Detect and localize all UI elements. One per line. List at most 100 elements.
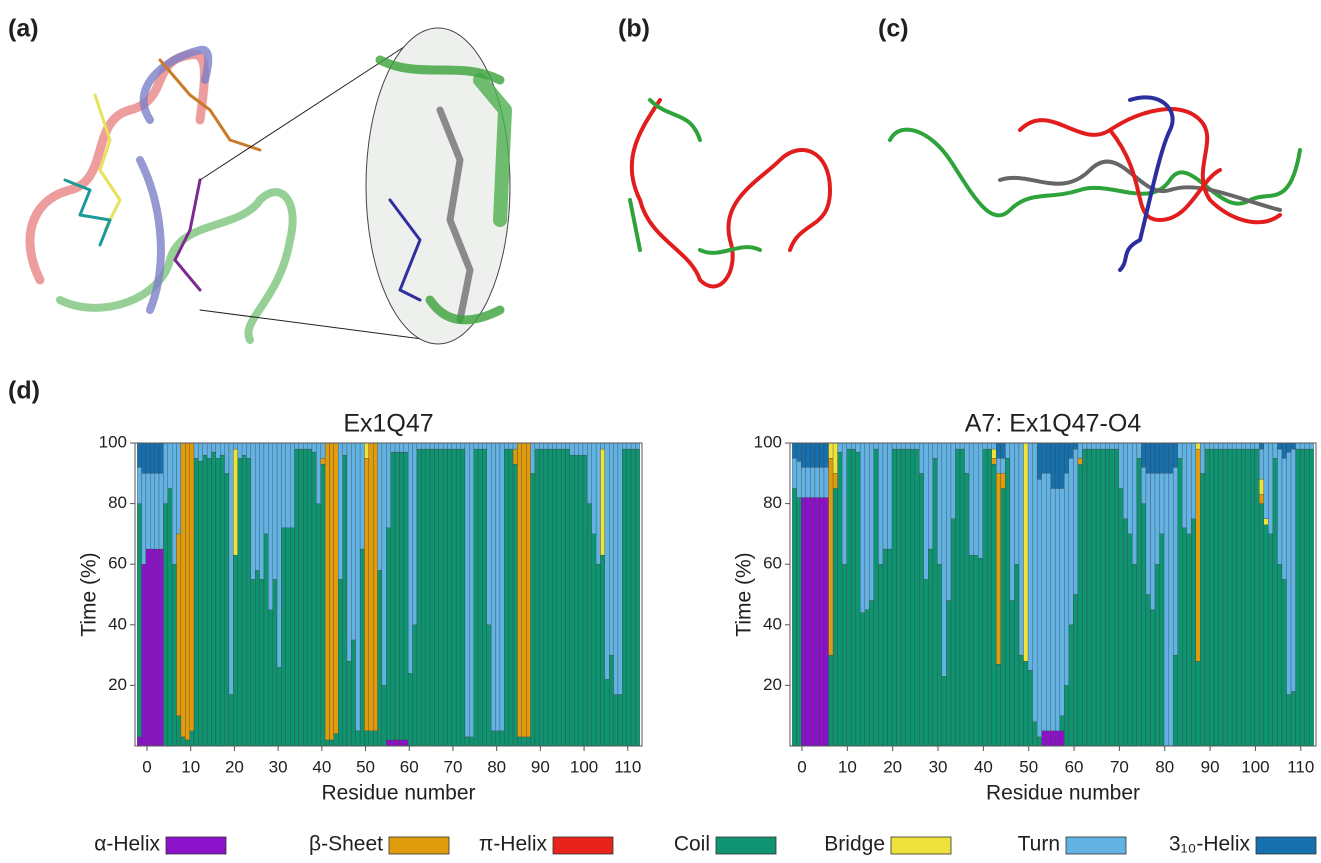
bar-segment — [272, 579, 278, 747]
bar-segment — [1277, 448, 1283, 565]
bar-segment — [896, 448, 902, 747]
bar-segment — [923, 442, 929, 580]
bar-segment — [211, 442, 217, 453]
bar-segment — [1136, 442, 1142, 459]
bar-segment — [1250, 442, 1255, 450]
bar-segment — [552, 448, 557, 747]
bar-segment — [403, 451, 409, 741]
bar-segment — [1231, 442, 1237, 450]
bar-segment — [324, 739, 330, 747]
bar-segment — [434, 448, 439, 747]
bar-segment — [1023, 442, 1029, 662]
bar-segment — [364, 457, 369, 732]
bar-segment — [259, 579, 265, 747]
bar-segment — [996, 442, 1002, 459]
bar-segment — [1141, 467, 1147, 504]
axis-frame — [134, 442, 643, 747]
bar-segment — [1050, 488, 1056, 732]
bar-segment — [442, 442, 448, 450]
bar-segment — [1086, 448, 1092, 747]
bar-segment — [394, 451, 400, 741]
bar-segment — [1041, 473, 1047, 731]
bar-segment — [224, 473, 230, 747]
bar-segment — [412, 624, 418, 747]
bar-segment — [1241, 448, 1246, 747]
bar-segment — [801, 497, 807, 747]
x-axis-label: Residue number — [986, 782, 1140, 805]
bar-segment — [1150, 609, 1156, 747]
bar-segment — [530, 473, 536, 747]
bar-segment — [189, 730, 195, 747]
bar-segment — [792, 457, 797, 489]
bar-segment — [1077, 464, 1083, 747]
bar-segment — [233, 554, 238, 747]
bar-segment — [887, 442, 893, 550]
bar-segment — [928, 548, 933, 747]
bar-segment — [851, 442, 856, 450]
bar-segment — [368, 442, 374, 732]
bar-segment — [1204, 448, 1210, 747]
legend-label: Bridge — [824, 833, 885, 856]
bar-segment — [1109, 448, 1115, 747]
x-tick-label: 110 — [614, 757, 641, 776]
bar-segment — [1068, 457, 1074, 625]
bar-segment — [1286, 451, 1292, 695]
bar-segment — [560, 448, 566, 747]
bar-segment — [805, 467, 811, 498]
bar-segment — [237, 442, 243, 459]
x-tick-label: 30 — [929, 757, 948, 776]
bar-segment — [193, 457, 199, 747]
legend-label: Coil — [674, 833, 710, 856]
chart-title: A7: Ex1Q47-O4 — [965, 410, 1142, 438]
bar-segment — [1182, 442, 1187, 528]
bar-segment — [814, 442, 820, 468]
bar-segment — [1222, 442, 1228, 450]
bar-segment — [1009, 442, 1015, 601]
bar-segment — [1173, 442, 1178, 468]
legend-swatch — [388, 836, 450, 855]
bar-segment — [1218, 448, 1224, 747]
bar-segment — [316, 503, 321, 747]
x-tick-label: 60 — [400, 757, 419, 776]
bar-segment — [163, 442, 168, 504]
bar-segment — [855, 451, 861, 747]
x-tick-label: 30 — [269, 757, 288, 776]
bar-segment — [1091, 448, 1097, 747]
bar-segment — [900, 448, 906, 747]
bar-segment — [805, 442, 811, 468]
bar-segment — [905, 448, 911, 747]
bar-segment — [1236, 442, 1242, 450]
bar-segment — [460, 442, 466, 450]
x-tick-label: 100 — [1241, 757, 1269, 776]
bar-segment — [1118, 442, 1124, 489]
bar-segment — [1095, 442, 1101, 450]
bar-segment — [534, 442, 540, 450]
bar-segment — [1182, 527, 1187, 747]
bar-segment — [1132, 442, 1138, 565]
bar-segment — [167, 442, 173, 489]
bar-segment — [495, 442, 501, 732]
bar-segment — [1141, 442, 1147, 468]
bar-segment — [1254, 448, 1260, 747]
bar-segment — [1086, 442, 1092, 450]
x-tick-label: 60 — [1065, 757, 1084, 776]
bar-segment — [517, 736, 522, 747]
y-axis-label: Time (%) — [78, 552, 101, 636]
bar-segment — [1027, 442, 1033, 671]
bar-segment — [324, 442, 330, 741]
bar-segment — [587, 503, 592, 747]
bar-segment — [1277, 442, 1283, 450]
bar-segment — [978, 442, 983, 559]
bar-segment — [141, 564, 147, 747]
bar-segment — [851, 448, 856, 747]
bar-segment — [832, 442, 838, 474]
bar-segment — [819, 497, 825, 747]
bar-segment — [263, 533, 269, 747]
bar-segment — [517, 442, 522, 738]
bar-segment — [891, 448, 897, 747]
bar-segment — [202, 442, 208, 456]
bar-segment — [932, 442, 938, 459]
bar-segment — [1281, 442, 1287, 459]
bar-segment — [154, 442, 160, 474]
x-tick-label: 10 — [181, 757, 200, 776]
